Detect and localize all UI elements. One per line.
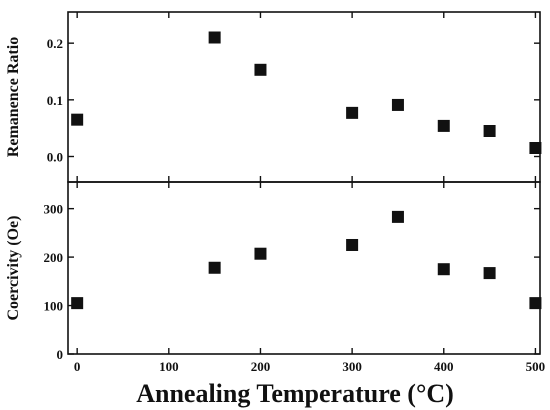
x-axis-label: Annealing Temperature (°C) bbox=[136, 379, 454, 408]
coercivity-data-point bbox=[254, 247, 267, 260]
coercivity-data-point bbox=[346, 238, 359, 251]
remanence-x-ticks bbox=[76, 12, 537, 182]
coercivity-x-ticks: 0 100 200 300 400 500 bbox=[74, 182, 545, 374]
coercivity-panel: 0 100 200 300 0 100 200 300 400 500 Coercivity (… bbox=[5, 181, 545, 374]
coercivity-data-point bbox=[391, 210, 404, 223]
remanence-data-point bbox=[529, 142, 542, 154]
coercivity-data-point bbox=[71, 297, 84, 310]
remanence-data-point bbox=[254, 63, 267, 76]
x-tick-label: 100 bbox=[159, 359, 179, 374]
x-tick-label: 200 bbox=[251, 359, 271, 374]
remanence-panel-frame bbox=[67, 11, 541, 183]
x-tick-label: 0 bbox=[74, 359, 81, 374]
x-tick-label: 400 bbox=[434, 359, 454, 374]
remanence-data-point bbox=[483, 125, 496, 137]
coercivity-y-tick-label: 100 bbox=[44, 299, 64, 314]
remanence-y-tick-label: 0.2 bbox=[47, 36, 63, 51]
remanence-data-point bbox=[208, 31, 221, 44]
remanence-y-ticks: 0.0 0.1 0.2 bbox=[47, 36, 540, 165]
coercivity-y-ticks: 0 100 200 300 bbox=[44, 202, 540, 362]
coercivity-y-tick-label: 200 bbox=[44, 250, 64, 265]
coercivity-y-tick-label: 300 bbox=[44, 202, 64, 217]
remanence-data-point bbox=[437, 119, 450, 132]
remanence-data-points bbox=[71, 31, 542, 154]
coercivity-data-point bbox=[529, 297, 542, 310]
remanence-y-tick-label: 0.0 bbox=[47, 150, 63, 165]
coercivity-y-axis-label: Coercivity (Oe) bbox=[5, 216, 22, 321]
x-tick-label: 300 bbox=[342, 359, 362, 374]
coercivity-data-point bbox=[437, 263, 450, 276]
coercivity-panel-frame bbox=[67, 181, 541, 355]
coercivity-data-point bbox=[483, 267, 496, 280]
remanence-data-point bbox=[391, 98, 404, 111]
coercivity-y-tick-label: 0 bbox=[57, 347, 64, 362]
x-tick-label: 500 bbox=[526, 359, 546, 374]
remanence-data-point bbox=[346, 106, 359, 119]
remanence-y-tick-label: 0.1 bbox=[47, 93, 63, 108]
remanence-data-point bbox=[71, 113, 84, 126]
remanence-ratio-panel: 0.0 0.1 0.2 Remanence Ratio bbox=[5, 11, 542, 183]
coercivity-data-points bbox=[71, 210, 542, 310]
remanence-y-axis-label: Remanence Ratio bbox=[5, 37, 22, 157]
coercivity-data-point bbox=[208, 261, 221, 274]
